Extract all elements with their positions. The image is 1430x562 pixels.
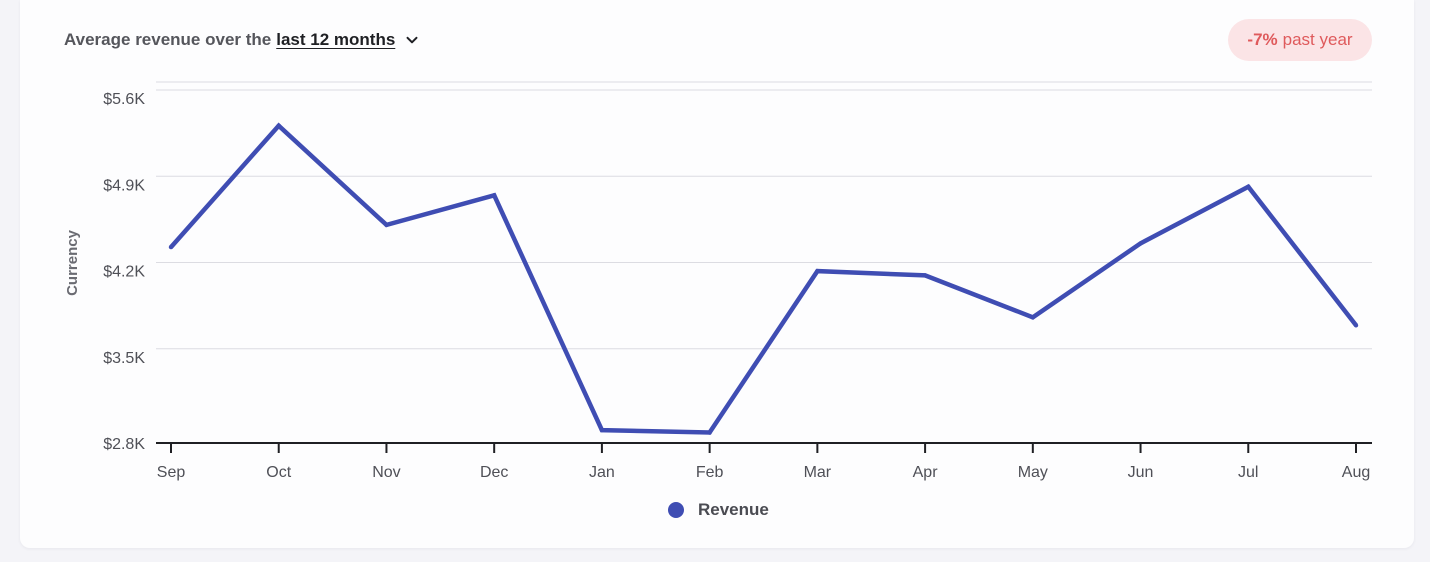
- data-point[interactable]: [276, 123, 281, 128]
- legend-label-revenue: Revenue: [698, 500, 769, 519]
- data-point[interactable]: [599, 427, 605, 433]
- x-tick-label: Apr: [913, 464, 939, 481]
- y-tick-label: $4.2K: [103, 264, 145, 281]
- x-tick-label: Nov: [372, 464, 400, 481]
- chevron-down-icon[interactable]: [405, 33, 419, 47]
- x-tick-label: Aug: [1342, 464, 1370, 481]
- legend[interactable]: Revenue: [668, 498, 769, 522]
- header-prefix: Average revenue over the: [64, 30, 272, 49]
- x-tick-label: Jun: [1128, 464, 1154, 481]
- y-tick-label: $5.6K: [103, 91, 145, 108]
- x-axis-ticks: Sep Oct Nov Dec Jan Feb Mar Apr May Jun Jul Aug: [157, 443, 1370, 481]
- revenue-card: [20, 0, 1414, 548]
- x-tick-label: Sep: [157, 464, 186, 481]
- data-point[interactable]: [1353, 323, 1359, 328]
- x-tick-label: Feb: [696, 464, 724, 481]
- series-line-revenue: [169, 122, 1358, 435]
- change-label: past year: [1282, 30, 1353, 49]
- data-point[interactable]: [1138, 241, 1143, 246]
- legend-marker-revenue: [668, 502, 684, 518]
- y-axis-ticks: $2.8K $3.5K $4.2K $4.9K $5.6K: [103, 91, 145, 453]
- data-point[interactable]: [815, 268, 820, 274]
- chart-header: Average revenue over the last 12 months: [64, 28, 419, 52]
- data-point[interactable]: [491, 193, 497, 198]
- data-point[interactable]: [707, 430, 712, 435]
- x-tick-label: Dec: [480, 464, 508, 481]
- change-badge: -7% past year: [1228, 19, 1372, 61]
- x-tick-label: Jul: [1238, 464, 1258, 481]
- period-selector[interactable]: last 12 months: [276, 30, 396, 49]
- y-axis-label: Currency: [64, 229, 81, 296]
- data-points: [168, 123, 1359, 435]
- change-value: -7%: [1247, 30, 1278, 49]
- data-point[interactable]: [384, 222, 389, 228]
- x-tick-label: Oct: [266, 464, 291, 481]
- data-point[interactable]: [1030, 315, 1036, 320]
- x-tick-label: Mar: [804, 464, 832, 481]
- gridlines: [156, 81, 1372, 350]
- y-tick-label: $4.9K: [103, 177, 145, 194]
- data-point[interactable]: [1246, 184, 1251, 189]
- y-tick-label: $2.8K: [103, 436, 145, 453]
- data-point[interactable]: [922, 273, 928, 278]
- x-tick-label: May: [1018, 464, 1048, 481]
- x-tick-label: Jan: [589, 464, 615, 481]
- y-tick-label: $3.5K: [103, 350, 145, 367]
- data-point[interactable]: [168, 244, 174, 250]
